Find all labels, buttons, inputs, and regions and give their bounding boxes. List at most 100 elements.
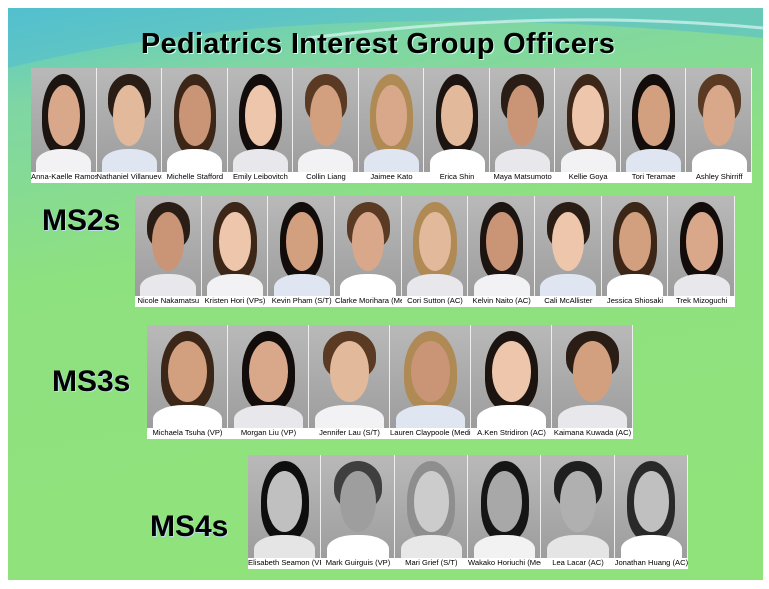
face	[219, 212, 251, 271]
name-caption: Jennifer Lau (S/T)	[309, 428, 390, 439]
shirt	[274, 274, 330, 296]
name-caption: Nathaniel Villanueva	[97, 172, 163, 183]
face	[310, 85, 342, 146]
face	[113, 85, 145, 146]
shirt	[692, 149, 747, 172]
shirt	[36, 149, 91, 172]
portrait	[471, 325, 552, 428]
face	[552, 212, 584, 271]
portrait	[490, 68, 556, 172]
name-caption: Erica Shin	[424, 172, 490, 183]
name-caption: Jaimee Kato	[359, 172, 425, 183]
name-caption: Morgan Liu (VP)	[228, 428, 309, 439]
name-caption: Wakako Horiuchi (Media)	[468, 558, 541, 569]
portrait	[468, 196, 535, 296]
shirt	[495, 149, 550, 172]
face	[619, 212, 651, 271]
portrait	[248, 455, 321, 558]
shirt	[298, 149, 353, 172]
name-caption: Anna-Kaelle Ramos	[31, 172, 97, 183]
name-caption: Maya Matsumoto	[490, 172, 556, 183]
shirt	[364, 149, 419, 172]
shirt	[621, 535, 683, 558]
face	[152, 212, 184, 271]
portrait	[541, 455, 614, 558]
face	[638, 85, 670, 146]
portrait	[555, 68, 621, 172]
shirt	[547, 535, 609, 558]
shirt	[153, 405, 221, 428]
shirt	[626, 149, 681, 172]
face	[560, 471, 595, 532]
name-caption: Kaimana Kuwada (AC)	[552, 428, 633, 439]
shirt	[407, 274, 463, 296]
portrait	[309, 325, 390, 428]
portrait	[268, 196, 335, 296]
portrait	[390, 325, 471, 428]
portrait	[228, 68, 294, 172]
face	[486, 212, 518, 271]
name-caption: Cali McAllister	[535, 296, 602, 307]
face	[411, 341, 450, 402]
group-label: MS3s	[52, 365, 130, 399]
shirt	[607, 274, 663, 296]
name-caption: Nicole Nakamatsu	[135, 296, 202, 307]
shirt	[561, 149, 616, 172]
portrait	[395, 455, 468, 558]
face	[340, 471, 375, 532]
face	[286, 212, 318, 271]
portrait	[535, 196, 602, 296]
name-caption: Kellie Goya	[555, 172, 621, 183]
face	[168, 341, 207, 402]
face	[352, 212, 384, 271]
face	[492, 341, 531, 402]
portrait	[615, 455, 688, 558]
face	[414, 471, 449, 532]
name-caption: Kristen Hori (VPs)	[202, 296, 269, 307]
name-caption: Cori Sutton (AC)	[402, 296, 469, 307]
face	[441, 85, 473, 146]
portrait	[424, 68, 490, 172]
face	[179, 85, 211, 146]
name-caption: Ashley Shirriff	[686, 172, 752, 183]
face	[507, 85, 539, 146]
name-caption: Mark Guirguis (VP)	[321, 558, 394, 569]
name-caption: Lauren Claypoole (Media)	[390, 428, 471, 439]
portrait	[228, 325, 309, 428]
portrait	[147, 325, 228, 428]
name-caption: Jonathan Huang (AC)	[615, 558, 688, 569]
name-caption: Collin Liang	[293, 172, 359, 183]
shirt	[140, 274, 196, 296]
portrait	[552, 325, 633, 428]
face	[686, 212, 718, 271]
face	[419, 212, 451, 271]
portrait	[335, 196, 402, 296]
face	[376, 85, 408, 146]
name-caption: Elisabeth Seamon (VP)	[248, 558, 321, 569]
shirt	[167, 149, 222, 172]
shirt	[315, 405, 383, 428]
page: Pediatrics Interest Group Officers Anna-…	[0, 0, 769, 589]
portrait	[31, 68, 97, 172]
shirt	[477, 405, 545, 428]
face	[330, 341, 369, 402]
name-caption: Michaela Tsuha (VP)	[147, 428, 228, 439]
portrait	[359, 68, 425, 172]
name-caption: Jessica Shiosaki	[602, 296, 669, 307]
shirt	[430, 149, 485, 172]
portrait	[135, 196, 202, 296]
portrait	[602, 196, 669, 296]
face	[48, 85, 80, 146]
name-caption: Kelvin Naito (AC)	[468, 296, 535, 307]
shirt	[233, 149, 288, 172]
group-label: MS2s	[42, 204, 120, 238]
slide-title: Pediatrics Interest Group Officers	[8, 28, 748, 61]
shirt	[396, 405, 464, 428]
name-caption: Mari Grief (S/T)	[395, 558, 468, 569]
shirt	[207, 274, 263, 296]
name-caption: Emily Leibovitch	[228, 172, 294, 183]
shirt	[340, 274, 396, 296]
face	[634, 471, 669, 532]
face	[572, 85, 604, 146]
shirt	[674, 274, 730, 296]
